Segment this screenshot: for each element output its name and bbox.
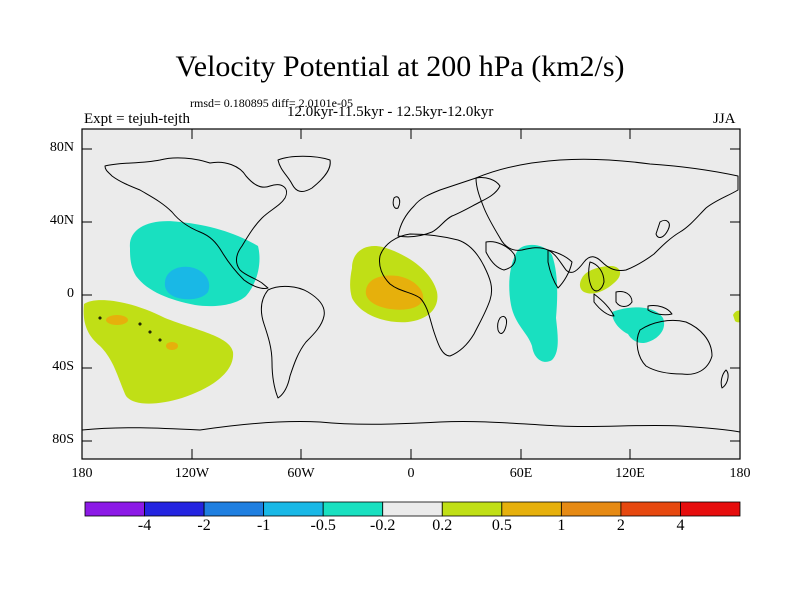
stats-line: rmsd= 0.180895 diff= 2.0101e-05 — [190, 96, 353, 110]
colorbar-swatch — [620, 501, 681, 517]
north-america — [104, 157, 287, 289]
colorbar-label: -4 — [137, 517, 152, 534]
anomaly-layer — [83, 221, 740, 404]
chart-title: Velocity Potential at 200 hPa (km2/s) — [175, 50, 625, 83]
antarctica — [82, 420, 740, 433]
anomaly-maritime-positive — [579, 266, 621, 294]
british-isles — [392, 196, 401, 209]
coastlines — [82, 155, 740, 433]
anomaly-east-pacific-core — [164, 266, 210, 300]
colorbar-label: -0.2 — [370, 517, 396, 534]
south-america — [260, 285, 325, 399]
lon-label-180e: 180 — [729, 466, 751, 481]
anomaly-indian-ocean-negative — [509, 244, 558, 362]
lon-label-120e: 120E — [615, 466, 645, 481]
lon-label-60w: 60W — [287, 466, 315, 481]
lon-label-180w: 180 — [71, 466, 93, 481]
europe — [397, 177, 501, 238]
pacific-island — [148, 330, 152, 334]
pacific-island — [138, 322, 142, 326]
colorbar-swatch — [382, 501, 443, 517]
colorbar-swatch — [501, 501, 562, 517]
anomaly-south-pacific-core-2 — [166, 342, 178, 350]
lon-label-60e: 60E — [509, 466, 533, 481]
anomaly-indonesia-negative — [612, 307, 665, 344]
lat-label-40s: 40S — [52, 359, 74, 374]
anomaly-south-pacific-core-1 — [106, 315, 128, 325]
lat-label-40n: 40N — [49, 213, 74, 228]
colorbar-label: 4 — [676, 517, 685, 534]
africa — [379, 233, 493, 357]
new-zealand — [720, 369, 729, 389]
borneo — [615, 291, 633, 307]
period-label: 12.0kyr-11.5kyr - 12.5kyr-12.0kyr — [287, 104, 494, 120]
anomaly-atlantic-core — [365, 275, 424, 310]
sumatra — [593, 293, 615, 317]
arabia — [485, 241, 516, 271]
lat-label-0: 0 — [67, 286, 74, 301]
colorbar-swatch — [203, 501, 265, 517]
lon-ticks — [191, 129, 631, 459]
greenland — [277, 155, 331, 192]
lat-label-80s: 80S — [52, 432, 74, 447]
colorbar-swatch — [680, 501, 741, 517]
lat-ticks — [82, 148, 740, 442]
experiment-label: Expt = tejuh-tejth — [84, 111, 190, 127]
colorbar-label: -1 — [256, 517, 271, 534]
colorbar-label: 0.2 — [432, 517, 453, 534]
anomaly-east-pacific-negative — [129, 221, 260, 307]
pacific-island — [98, 316, 102, 320]
southeast-asia — [588, 261, 605, 292]
lat-label-80n: 80N — [49, 140, 74, 155]
new-guinea — [647, 305, 673, 316]
season-label: JJA — [713, 111, 736, 127]
colorbar — [84, 501, 741, 517]
anomaly-dateline-positive — [733, 310, 740, 323]
pacific-island — [158, 338, 162, 342]
colorbar-label: -0.5 — [310, 517, 336, 534]
australia — [636, 319, 713, 375]
colorbar-swatch — [441, 501, 503, 517]
japan — [655, 219, 670, 238]
colorbar-label: -2 — [197, 517, 211, 534]
lon-label-0: 0 — [407, 466, 415, 481]
colorbar-swatch — [144, 501, 205, 517]
colorbar-swatch — [84, 501, 145, 517]
madagascar — [497, 315, 507, 334]
colorbar-label: 1 — [557, 517, 566, 534]
colorbar-label: 2 — [616, 517, 625, 534]
asia — [475, 158, 739, 273]
colorbar-swatch — [263, 501, 324, 517]
colorbar-swatch — [322, 501, 384, 517]
colorbar-swatch — [560, 501, 622, 517]
lon-label-120w: 120W — [174, 466, 210, 481]
india — [547, 249, 573, 289]
colorbar-label: 0.5 — [491, 517, 512, 534]
anomaly-south-pacific-positive — [83, 300, 234, 404]
